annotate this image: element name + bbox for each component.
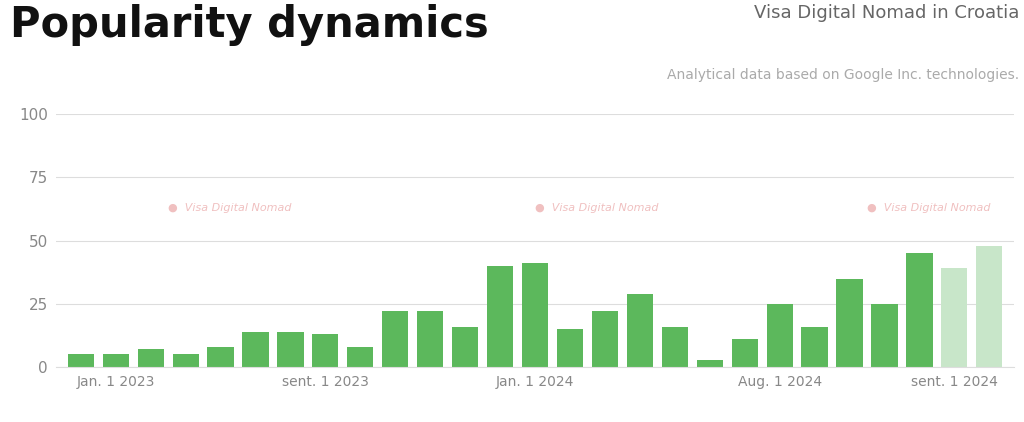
- Bar: [172, 354, 199, 367]
- Text: Analytical data based on Google Inc. technologies.: Analytical data based on Google Inc. tec…: [667, 68, 1019, 81]
- Bar: [312, 334, 339, 367]
- Bar: [662, 327, 688, 367]
- Bar: [802, 327, 827, 367]
- Bar: [382, 311, 409, 367]
- Bar: [696, 360, 723, 367]
- Bar: [906, 253, 933, 367]
- Text: Visa Digital Nomad in Croatia: Visa Digital Nomad in Croatia: [754, 4, 1019, 22]
- Bar: [557, 329, 583, 367]
- Bar: [347, 347, 374, 367]
- Bar: [102, 354, 129, 367]
- Bar: [837, 279, 862, 367]
- Bar: [487, 266, 513, 367]
- Bar: [976, 246, 1002, 367]
- Bar: [417, 311, 443, 367]
- Bar: [627, 294, 653, 367]
- Text: ●  Visa Digital Nomad: ● Visa Digital Nomad: [536, 203, 658, 213]
- Bar: [452, 327, 478, 367]
- Bar: [941, 268, 968, 367]
- Bar: [871, 304, 898, 367]
- Text: ●  Visa Digital Nomad: ● Visa Digital Nomad: [168, 203, 292, 213]
- Bar: [208, 347, 233, 367]
- Bar: [767, 304, 793, 367]
- Bar: [731, 339, 758, 367]
- Text: Popularity dynamics: Popularity dynamics: [10, 4, 489, 46]
- Bar: [137, 349, 164, 367]
- Bar: [243, 332, 268, 367]
- Text: ●  Visa Digital Nomad: ● Visa Digital Nomad: [867, 203, 990, 213]
- Bar: [522, 263, 548, 367]
- Bar: [592, 311, 618, 367]
- Bar: [68, 354, 94, 367]
- Bar: [278, 332, 303, 367]
